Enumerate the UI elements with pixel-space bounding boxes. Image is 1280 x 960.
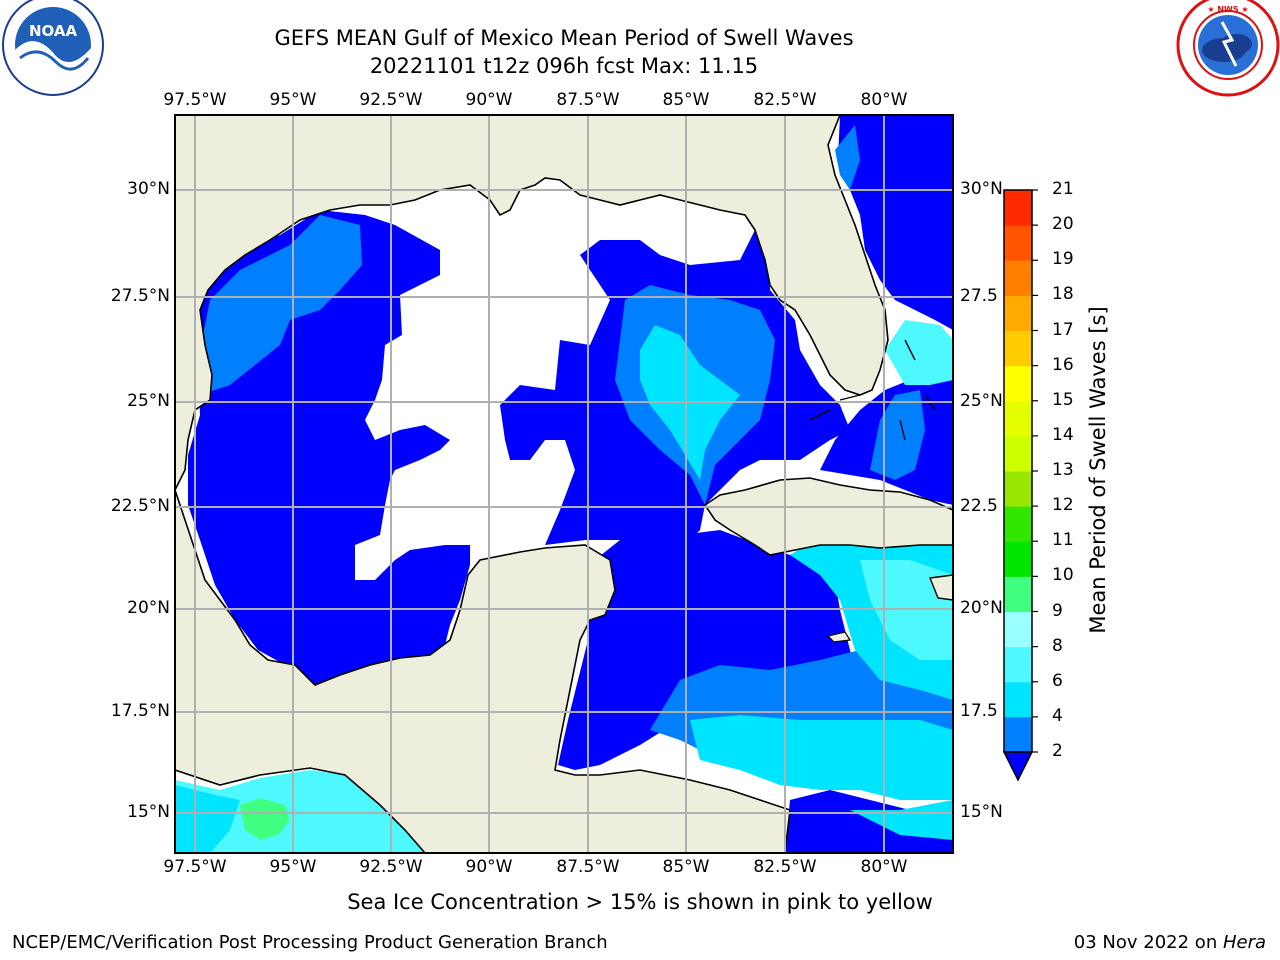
lon-label-bottom: 87.5°W bbox=[556, 857, 620, 877]
svg-text:★ NWS ★: ★ NWS ★ bbox=[1207, 5, 1248, 14]
swell-field-caribbean-cyan-south bbox=[690, 715, 953, 800]
colorbar-segment bbox=[1004, 435, 1032, 472]
lat-label-right: 25°N bbox=[960, 391, 1003, 411]
colorbar-title: Mean Period of Swell Waves [s] bbox=[1086, 306, 1110, 634]
land-hispaniola bbox=[929, 574, 953, 601]
swell-field-pacific-cyan bbox=[175, 785, 240, 853]
colorbar-tick-label: 14 bbox=[1052, 424, 1074, 445]
colorbar-tick-label: 8 bbox=[1052, 635, 1063, 656]
graticule bbox=[175, 115, 953, 853]
lon-label-bottom: 80°W bbox=[860, 857, 908, 877]
svg-text:NOAA: NOAA bbox=[29, 22, 78, 40]
land-cuba bbox=[703, 477, 953, 556]
credit-line: NCEP/EMC/Verification Post Processing Pr… bbox=[12, 932, 608, 953]
colorbar-segment bbox=[1004, 646, 1032, 683]
colorbar-segment bbox=[1004, 471, 1032, 507]
colorbar-segment bbox=[1004, 541, 1032, 577]
lat-label-left: 15°N bbox=[127, 802, 170, 822]
colorbar-segment bbox=[1004, 260, 1032, 296]
lat-label-left: 22.5°N bbox=[110, 496, 170, 516]
date-line: 03 Nov 2022 on Hera bbox=[1074, 932, 1266, 953]
swell-field-west-band bbox=[200, 215, 362, 395]
lon-label-top: 82.5°W bbox=[753, 90, 817, 110]
lat-label-left: 30°N bbox=[127, 179, 170, 199]
lat-label-left: 20°N bbox=[127, 598, 170, 618]
lat-label-right: 27.5 bbox=[960, 286, 998, 306]
colorbar-segment bbox=[1004, 681, 1032, 718]
lat-label-left: 25°N bbox=[127, 391, 170, 411]
colorbar-extend-min bbox=[1002, 751, 1034, 782]
colorbar-segment bbox=[1004, 716, 1032, 753]
land-jamaica bbox=[826, 631, 852, 643]
colorbar bbox=[1002, 189, 1038, 782]
lat-label-right: 20°N bbox=[960, 598, 1003, 618]
colorbar-segment bbox=[1004, 400, 1032, 437]
colorbar-tick-label: 10 bbox=[1052, 565, 1074, 586]
colorbar-segment bbox=[1004, 365, 1032, 402]
host-name: Hera bbox=[1222, 932, 1266, 953]
colorbar-segment bbox=[1004, 576, 1032, 612]
lat-label-right: 17.5 bbox=[960, 701, 998, 721]
colorbar-tick-label: 4 bbox=[1052, 705, 1063, 726]
land-mexico bbox=[175, 489, 791, 853]
lon-label-top: 80°W bbox=[860, 90, 908, 110]
colorbar-segment bbox=[1004, 611, 1032, 648]
lat-label-left: 27.5°N bbox=[110, 286, 170, 306]
swell-field-southeast-deep bbox=[785, 790, 953, 853]
lat-label-right: 22.5 bbox=[960, 496, 998, 516]
lon-label-bottom: 82.5°W bbox=[753, 857, 817, 877]
swell-field-atlantic bbox=[838, 115, 953, 330]
nws-logo: ★ NWS ★ bbox=[1176, 0, 1280, 97]
colorbar-tick-label: 19 bbox=[1052, 249, 1074, 270]
lon-label-bottom: 92.5°W bbox=[359, 857, 423, 877]
date-text: 03 Nov 2022 on bbox=[1073, 932, 1223, 953]
lon-label-top: 87.5°W bbox=[556, 90, 620, 110]
map-frame bbox=[174, 114, 954, 854]
lon-label-top: 95°W bbox=[269, 90, 317, 110]
colorbar-tick-label: 16 bbox=[1052, 354, 1074, 375]
chart-subtitle: 20221101 t12z 096h fcst Max: 11.15 bbox=[369, 54, 759, 78]
sea-ice-footnote: Sea Ice Concentration > 15% is shown in … bbox=[347, 890, 933, 914]
lon-label-bottom: 97.5°W bbox=[163, 857, 227, 877]
colorbar-tick-label: 18 bbox=[1052, 284, 1074, 305]
colorbar-tick-label: 17 bbox=[1052, 319, 1074, 340]
colorbar-tick-label: 6 bbox=[1052, 670, 1063, 691]
lon-label-bottom: 85°W bbox=[662, 857, 710, 877]
colorbar-segment bbox=[1004, 506, 1032, 542]
swell-field-straits-cyan bbox=[885, 320, 953, 385]
swell-field-pacific-green bbox=[240, 798, 290, 840]
noaa-logo: NOAA bbox=[2, 0, 104, 96]
lon-label-bottom: 95°W bbox=[269, 857, 317, 877]
colorbar-tick-label: 11 bbox=[1052, 530, 1074, 551]
colorbar-tick-label: 2 bbox=[1052, 741, 1063, 761]
lat-label-right: 15°N bbox=[960, 802, 1003, 822]
colorbar-tick-label: 13 bbox=[1052, 460, 1074, 480]
lon-label-top: 90°W bbox=[465, 90, 513, 110]
colorbar-tick-label: 20 bbox=[1052, 214, 1074, 235]
lat-label-right: 30°N bbox=[960, 179, 1003, 199]
colorbar-tick-label: 21 bbox=[1052, 179, 1074, 199]
colorbar-segment bbox=[1004, 225, 1032, 261]
lon-label-top: 92.5°W bbox=[359, 90, 423, 110]
swell-field-southeast-cyan bbox=[850, 800, 953, 840]
lon-label-top: 85°W bbox=[662, 90, 710, 110]
colorbar-segment bbox=[1004, 295, 1032, 331]
colorbar-tick-label: 9 bbox=[1052, 600, 1063, 621]
lat-label-left: 17.5°N bbox=[110, 701, 170, 721]
lon-label-top: 97.5°W bbox=[163, 90, 227, 110]
lon-label-bottom: 90°W bbox=[465, 857, 513, 877]
map-area bbox=[175, 115, 953, 853]
colorbar-tick-label: 15 bbox=[1052, 389, 1074, 410]
colorbar-tick-label: 12 bbox=[1052, 495, 1074, 516]
swell-field-atlantic-light bbox=[835, 125, 860, 190]
colorbar-segment bbox=[1004, 190, 1032, 226]
colorbar-segment bbox=[1004, 330, 1032, 367]
chart-title: GEFS MEAN Gulf of Mexico Mean Period of … bbox=[274, 26, 854, 50]
